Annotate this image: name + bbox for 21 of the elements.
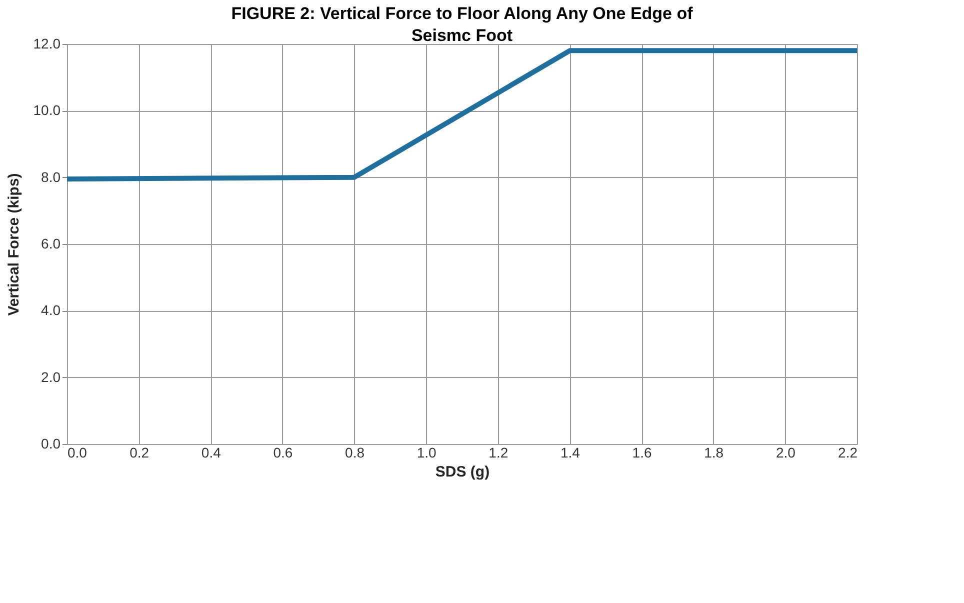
x-tick-label: 1.6 [632, 444, 652, 460]
y-tick-label: 4.0 [41, 302, 61, 318]
x-tick-label: 1.2 [488, 444, 508, 460]
y-axis-title: Vertical Force (kips) [5, 173, 22, 316]
x-tick-label: 0.0 [68, 444, 88, 460]
y-tick-label: 10.0 [33, 102, 61, 118]
y-tick-label: 2.0 [41, 368, 61, 385]
x-tick-label: 0.6 [273, 444, 293, 460]
x-tick-label: 2.0 [776, 444, 796, 460]
y-tick-label: 12.0 [33, 36, 61, 52]
x-tick-label: 0.4 [201, 444, 222, 460]
x-tick-label: 0.8 [345, 444, 365, 460]
x-tick-label: 1.0 [416, 444, 437, 460]
x-axis-title: SDS (g) [435, 464, 490, 480]
x-tick-label: 0.2 [130, 444, 150, 460]
y-tick-label: 8.0 [41, 168, 61, 185]
y-tick-label: 6.0 [41, 236, 61, 252]
x-tick-label: 1.4 [560, 444, 580, 460]
x-tick-label: 1.8 [704, 444, 724, 460]
x-tick-label: 2.2 [838, 444, 858, 460]
chart-title: FIGURE 2: Vertical Force to Floor Along Any One Edge of Seismc Foot [231, 4, 694, 45]
